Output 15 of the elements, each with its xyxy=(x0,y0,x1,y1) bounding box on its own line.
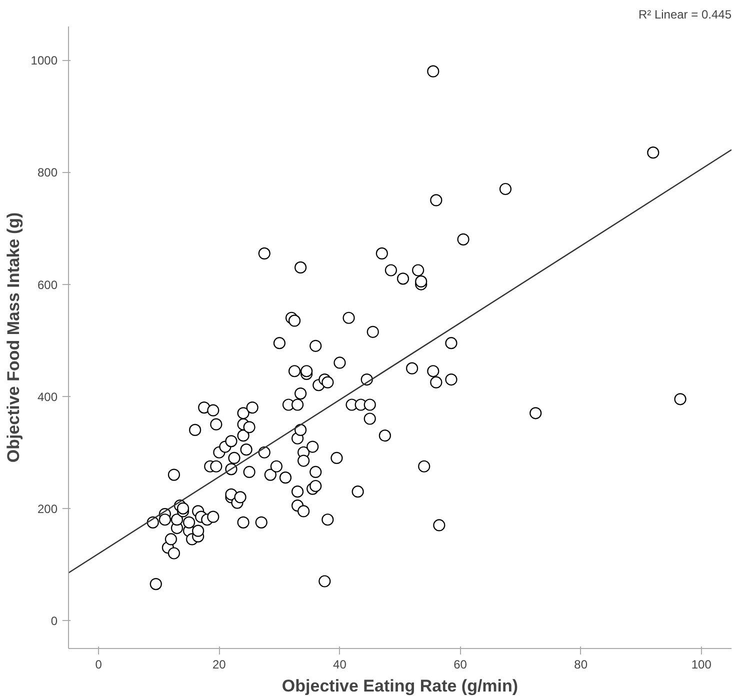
x-tick-label: 20 xyxy=(212,658,226,672)
y-axis-title: Objective Food Mass Intake (g) xyxy=(4,212,23,463)
text: R² Linear = 0.445 xyxy=(638,8,732,22)
x-axis-title: Objective Eating Rate (g/min) xyxy=(282,676,518,696)
x-tick-label: 60 xyxy=(454,658,468,672)
x-tick-label: 80 xyxy=(574,658,588,672)
y-tick-label: 0 xyxy=(50,614,58,628)
y-tick-label: 800 xyxy=(37,166,58,180)
x-tick-label: 0 xyxy=(95,658,102,672)
y-tick-label: 400 xyxy=(37,390,58,404)
x-tick-label: 40 xyxy=(333,658,347,672)
y-tick-label: 1000 xyxy=(30,54,58,68)
y-tick-label: 600 xyxy=(37,278,58,292)
x-tick-label: 100 xyxy=(691,658,712,672)
y-tick-label: 200 xyxy=(37,502,58,516)
